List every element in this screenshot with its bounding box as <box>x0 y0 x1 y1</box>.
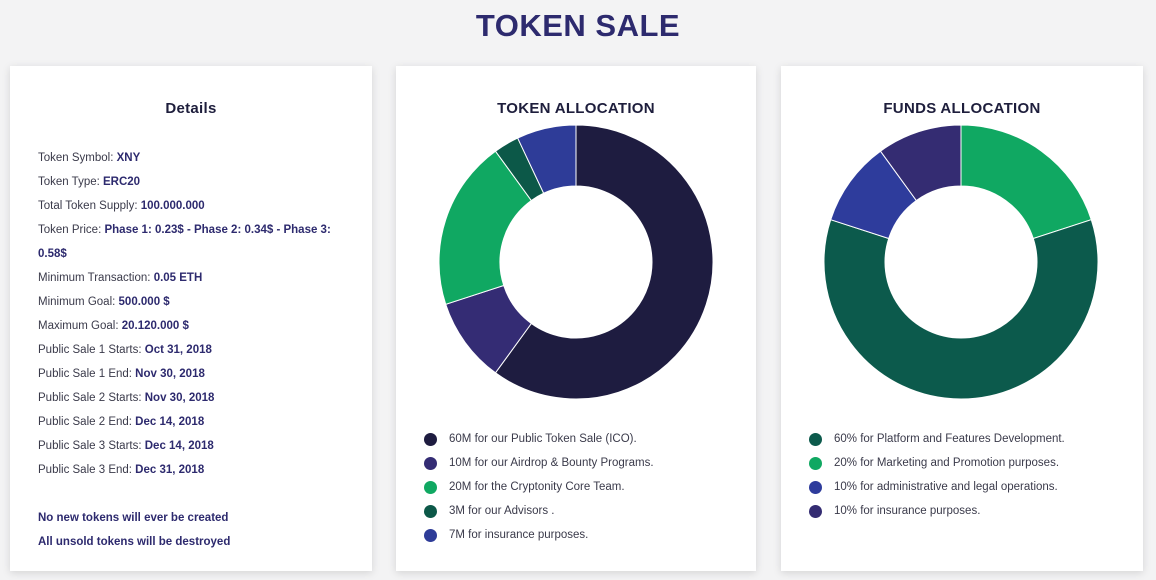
page-title: TOKEN SALE <box>475 8 681 43</box>
details-notes: No new tokens will ever be created All u… <box>38 506 230 554</box>
detail-row-token-type: Token Type: ERC20 <box>38 170 356 194</box>
detail-value: Nov 30, 2018 <box>135 368 205 380</box>
legend-item: 20% for Marketing and Promotion purposes… <box>809 451 1065 475</box>
detail-value: 100.000.000 <box>140 200 205 212</box>
detail-value: Dec 14, 2018 <box>135 416 205 428</box>
funds-allocation-card: FUNDS ALLOCATION 60% for Platform and Fe… <box>781 66 1143 571</box>
detail-value: Dec 14, 2018 <box>144 440 214 452</box>
detail-label: Token Symbol: <box>38 152 117 164</box>
legend-label: 20% for Marketing and Promotion purposes… <box>834 457 1060 469</box>
details-card: Details Token Symbol: XNY Token Type: ER… <box>10 66 372 571</box>
legend-label: 7M for insurance purposes. <box>449 529 589 541</box>
legend-item: 10M for our Airdrop & Bounty Programs. <box>424 451 654 475</box>
detail-row-token-price: Token Price: Phase 1: 0.23$ - Phase 2: 0… <box>38 218 356 266</box>
donut-slice-10-for-insurance-purposes[interactable] <box>879 124 962 202</box>
detail-row-sale3-end: Public Sale 3 End: Dec 31, 2018 <box>38 458 356 482</box>
detail-label: Public Sale 3 End: <box>38 464 136 476</box>
detail-row-max-goal: Maximum Goal: 20.120.000 $ <box>38 314 356 338</box>
legend-label: 60% for Platform and Features Developmen… <box>834 433 1065 445</box>
detail-row-sale1-start: Public Sale 1 Starts: Oct 31, 2018 <box>38 338 356 362</box>
detail-label: Public Sale 2 End: <box>38 416 136 428</box>
detail-label: Public Sale 3 Starts: <box>38 440 145 452</box>
note-unsold-destroyed: All unsold tokens will be destroyed <box>38 536 231 548</box>
detail-value: 0.05 ETH <box>153 272 203 284</box>
donut-slice-20-for-marketing-and-promotion-purposes[interactable] <box>960 124 1092 240</box>
donut-slice-60-for-platform-and-features-development[interactable] <box>823 219 1099 400</box>
detail-value: ERC20 <box>103 176 141 188</box>
token-allocation-card: TOKEN ALLOCATION 60M for our Public Toke… <box>396 66 756 571</box>
legend-swatch <box>424 480 437 494</box>
legend-swatch <box>809 432 822 446</box>
legend-swatch <box>809 456 822 470</box>
legend-label: 10% for insurance purposes. <box>834 505 981 517</box>
funds-allocation-title: FUNDS ALLOCATION <box>883 100 1041 117</box>
legend-item: 10% for administrative and legal operati… <box>809 475 1065 499</box>
legend-swatch <box>424 432 437 446</box>
legend-item: 10% for insurance purposes. <box>809 499 1065 523</box>
token-allocation-title: TOKEN ALLOCATION <box>497 100 655 117</box>
legend-item: 7M for insurance purposes. <box>424 523 654 547</box>
legend-swatch <box>809 480 822 494</box>
detail-row-min-transaction: Minimum Transaction: 0.05 ETH <box>38 266 356 290</box>
detail-value: 20.120.000 $ <box>121 320 189 332</box>
detail-value: Dec 31, 2018 <box>135 464 205 476</box>
detail-label: Total Token Supply: <box>38 200 141 212</box>
legend-item: 60% for Platform and Features Developmen… <box>809 427 1065 451</box>
detail-label: Token Price: <box>38 224 105 236</box>
detail-row-sale2-end: Public Sale 2 End: Dec 14, 2018 <box>38 410 356 434</box>
details-title: Details <box>165 100 217 117</box>
details-list: Token Symbol: XNY Token Type: ERC20 Tota… <box>38 146 356 482</box>
legend-item: 3M for our Advisors . <box>424 499 654 523</box>
detail-value: Oct 31, 2018 <box>144 344 212 356</box>
detail-label: Public Sale 2 Starts: <box>38 392 145 404</box>
detail-row-total-supply: Total Token Supply: 100.000.000 <box>38 194 356 218</box>
detail-row-sale3-start: Public Sale 3 Starts: Dec 14, 2018 <box>38 434 356 458</box>
funds-allocation-legend: 60% for Platform and Features Developmen… <box>809 427 1065 523</box>
legend-swatch <box>424 456 437 470</box>
detail-row-min-goal: Minimum Goal: 500.000 $ <box>38 290 356 314</box>
detail-label: Token Type: <box>38 176 103 188</box>
legend-label: 10M for our Airdrop & Bounty Programs. <box>449 457 654 469</box>
detail-value: 500.000 $ <box>118 296 170 308</box>
detail-row-token-symbol: Token Symbol: XNY <box>38 146 356 170</box>
legend-label: 3M for our Advisors . <box>449 505 555 517</box>
detail-label: Minimum Transaction: <box>38 272 154 284</box>
note-no-new-tokens: No new tokens will ever be created <box>38 512 229 524</box>
detail-label: Maximum Goal: <box>38 320 122 332</box>
legend-swatch <box>809 504 822 518</box>
token-allocation-donut <box>438 124 714 400</box>
legend-item: 60M for our Public Token Sale (ICO). <box>424 427 654 451</box>
funds-allocation-donut <box>823 124 1099 400</box>
donut-slice-60m-for-our-public-token-sale-ico[interactable] <box>494 124 714 400</box>
detail-label: Public Sale 1 Starts: <box>38 344 145 356</box>
detail-label: Minimum Goal: <box>38 296 119 308</box>
detail-value: Phase 1: 0.23$ - Phase 2: 0.34$ - Phase … <box>38 224 331 260</box>
detail-value: XNY <box>116 152 141 164</box>
legend-label: 20M for the Cryptonity Core Team. <box>449 481 625 493</box>
donut-slice-7m-for-insurance-purposes[interactable] <box>517 124 577 194</box>
detail-label: Public Sale 1 End: <box>38 368 136 380</box>
detail-row-sale1-end: Public Sale 1 End: Nov 30, 2018 <box>38 362 356 386</box>
legend-item: 20M for the Cryptonity Core Team. <box>424 475 654 499</box>
legend-label: 10% for administrative and legal operati… <box>834 481 1058 493</box>
detail-value: Nov 30, 2018 <box>144 392 215 404</box>
legend-swatch <box>424 504 437 518</box>
legend-swatch <box>424 528 437 542</box>
token-allocation-legend: 60M for our Public Token Sale (ICO). 10M … <box>424 427 654 547</box>
legend-label: 60M for our Public Token Sale (ICO). <box>449 433 637 445</box>
detail-row-sale2-start: Public Sale 2 Starts: Nov 30, 2018 <box>38 386 356 410</box>
